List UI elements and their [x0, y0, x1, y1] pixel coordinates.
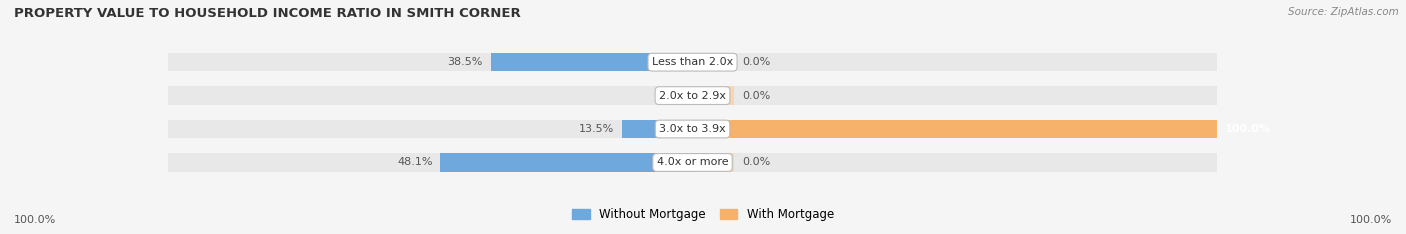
- Text: Less than 2.0x: Less than 2.0x: [652, 57, 733, 67]
- Bar: [169, 120, 1216, 138]
- Bar: [169, 86, 1216, 105]
- Bar: [693, 86, 734, 105]
- Text: 13.5%: 13.5%: [579, 124, 614, 134]
- Text: 48.1%: 48.1%: [396, 157, 433, 168]
- Bar: [491, 53, 693, 71]
- Legend: Without Mortgage, With Mortgage: Without Mortgage, With Mortgage: [567, 203, 839, 226]
- Text: 3.0x to 3.9x: 3.0x to 3.9x: [659, 124, 725, 134]
- Text: 100.0%: 100.0%: [1350, 215, 1392, 225]
- Bar: [693, 153, 734, 172]
- Text: 0.0%: 0.0%: [742, 157, 770, 168]
- Bar: [693, 120, 1216, 138]
- Text: 0.0%: 0.0%: [742, 57, 770, 67]
- Text: Source: ZipAtlas.com: Source: ZipAtlas.com: [1288, 7, 1399, 17]
- Bar: [693, 53, 734, 71]
- Text: 0.0%: 0.0%: [657, 91, 685, 101]
- Bar: [169, 153, 1216, 172]
- Bar: [621, 120, 693, 138]
- Text: 100.0%: 100.0%: [1225, 124, 1271, 134]
- Text: 4.0x or more: 4.0x or more: [657, 157, 728, 168]
- Text: 100.0%: 100.0%: [14, 215, 56, 225]
- Text: 38.5%: 38.5%: [447, 57, 482, 67]
- Bar: [169, 53, 1216, 71]
- Bar: [440, 153, 693, 172]
- Text: 0.0%: 0.0%: [742, 91, 770, 101]
- Text: 2.0x to 2.9x: 2.0x to 2.9x: [659, 91, 725, 101]
- Text: PROPERTY VALUE TO HOUSEHOLD INCOME RATIO IN SMITH CORNER: PROPERTY VALUE TO HOUSEHOLD INCOME RATIO…: [14, 7, 520, 20]
